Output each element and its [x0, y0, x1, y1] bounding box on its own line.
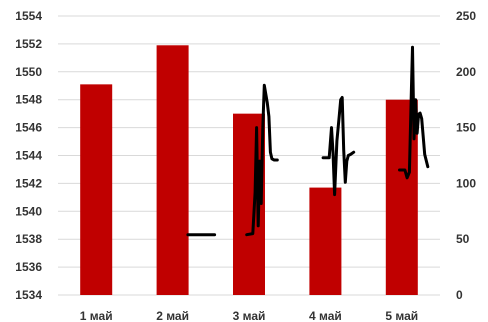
y2-tick-label: 250	[456, 9, 476, 23]
line-segment	[321, 96, 356, 197]
y-tick-label: 1550	[15, 65, 42, 79]
y2-tick-label: 100	[456, 176, 476, 190]
right-axis-ticks: 0 50 100 150 200 250	[456, 9, 476, 302]
y-tick-label: 1554	[15, 9, 42, 23]
bar	[156, 45, 189, 295]
line-segment	[245, 83, 279, 237]
y-tick-label: 1546	[15, 121, 42, 135]
x-tick-label: 5 май	[385, 309, 418, 322]
y-tick-label: 1544	[15, 149, 42, 163]
y2-tick-label: 150	[456, 121, 476, 135]
line-series	[186, 45, 430, 237]
y-tick-label: 1538	[15, 232, 42, 246]
y2-tick-label: 0	[456, 288, 463, 302]
y-tick-label: 1540	[15, 204, 42, 218]
line-segment	[398, 45, 430, 180]
x-tick-label: 4 май	[309, 309, 342, 322]
y-tick-label: 1548	[15, 93, 42, 107]
y-tick-label: 1552	[15, 37, 42, 51]
y2-tick-label: 50	[456, 232, 470, 246]
bar-series	[80, 45, 418, 296]
left-axis-ticks: 1534 1536 1538 1540 1542 1544 1546 1548 1550 1552…	[15, 9, 42, 302]
bar	[309, 187, 342, 295]
x-tick-label: 3 май	[233, 309, 266, 322]
y2-tick-label: 200	[456, 65, 476, 79]
x-tick-label: 2 май	[156, 309, 189, 322]
bar	[80, 84, 113, 295]
x-axis-ticks: 1 май 2 май 3 май 4 май 5 май	[80, 309, 418, 322]
x-tick-label: 1 май	[80, 309, 113, 322]
y-tick-label: 1542	[15, 176, 42, 190]
y-tick-label: 1536	[15, 260, 42, 274]
y-tick-label: 1534	[15, 288, 42, 302]
